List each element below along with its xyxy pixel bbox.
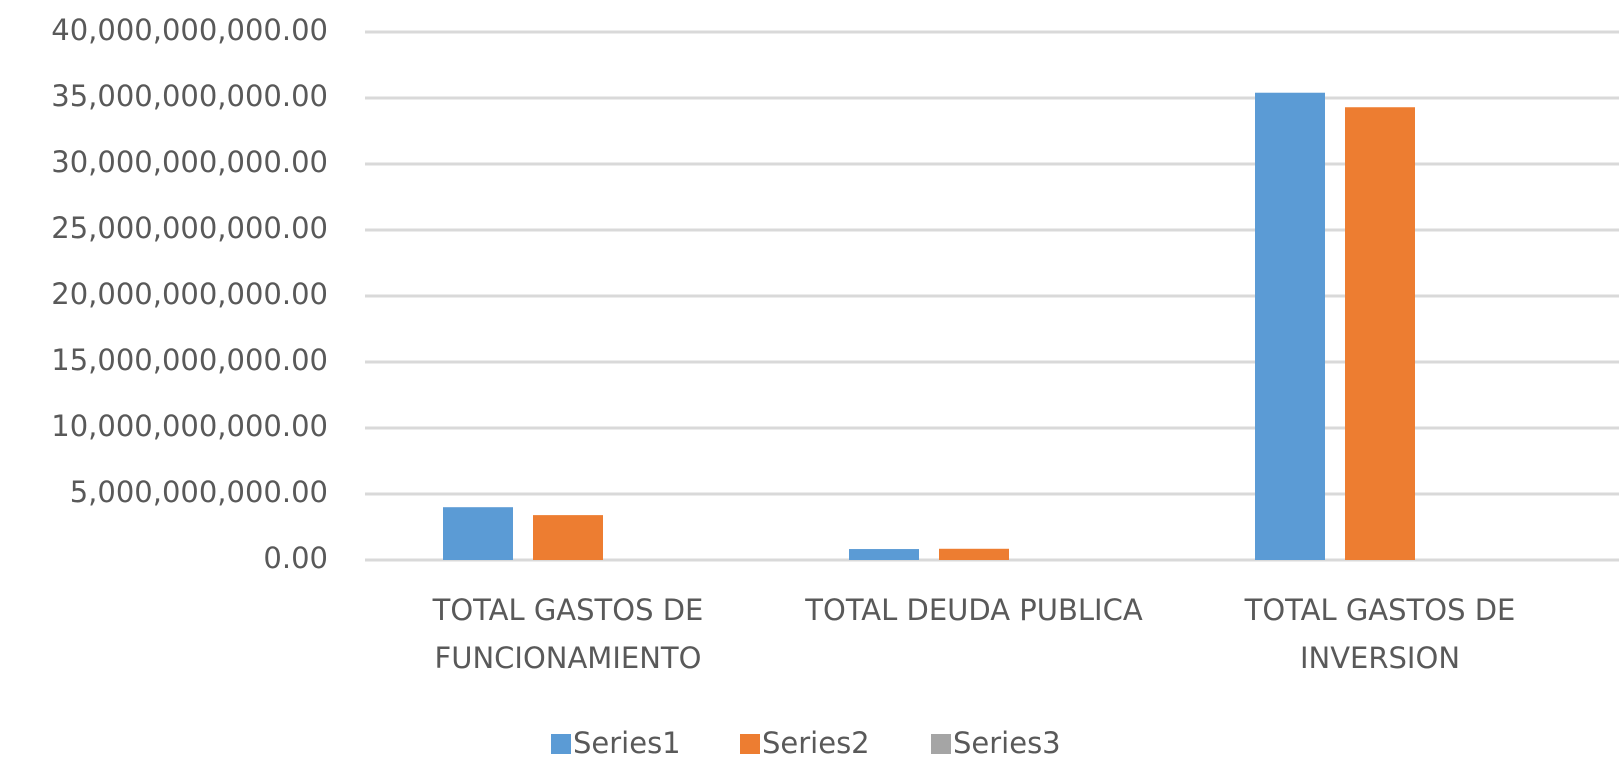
y-tick-label: 20,000,000,000.00 bbox=[51, 277, 328, 311]
legend-swatch bbox=[931, 734, 951, 754]
bar bbox=[939, 548, 1009, 560]
y-tick-label: 5,000,000,000.00 bbox=[70, 475, 328, 509]
legend-swatch bbox=[740, 734, 760, 754]
y-tick-label: 0.00 bbox=[263, 541, 328, 575]
legend-label: Series1 bbox=[573, 726, 681, 760]
y-tick-label: 25,000,000,000.00 bbox=[51, 211, 328, 245]
y-tick-label: 15,000,000,000.00 bbox=[51, 343, 328, 377]
bar bbox=[849, 549, 919, 560]
y-tick-label: 40,000,000,000.00 bbox=[51, 13, 328, 47]
bar bbox=[533, 515, 603, 560]
bar bbox=[1345, 107, 1415, 561]
x-tick-label: TOTAL GASTOS DE FUNCIONAMIENTO bbox=[432, 593, 704, 675]
legend-label: Series3 bbox=[953, 726, 1061, 760]
legend-label: Series2 bbox=[762, 726, 870, 760]
x-tick-label: TOTAL DEUDA PUBLICA bbox=[805, 593, 1143, 627]
bar bbox=[443, 507, 513, 560]
y-tick-label: 35,000,000,000.00 bbox=[51, 79, 328, 113]
y-tick-label: 10,000,000,000.00 bbox=[51, 409, 328, 443]
bar bbox=[1255, 92, 1325, 560]
y-tick-label: 30,000,000,000.00 bbox=[51, 145, 328, 179]
legend-swatch bbox=[551, 734, 571, 754]
x-tick-label: TOTAL GASTOS DE INVERSION bbox=[1244, 593, 1516, 675]
